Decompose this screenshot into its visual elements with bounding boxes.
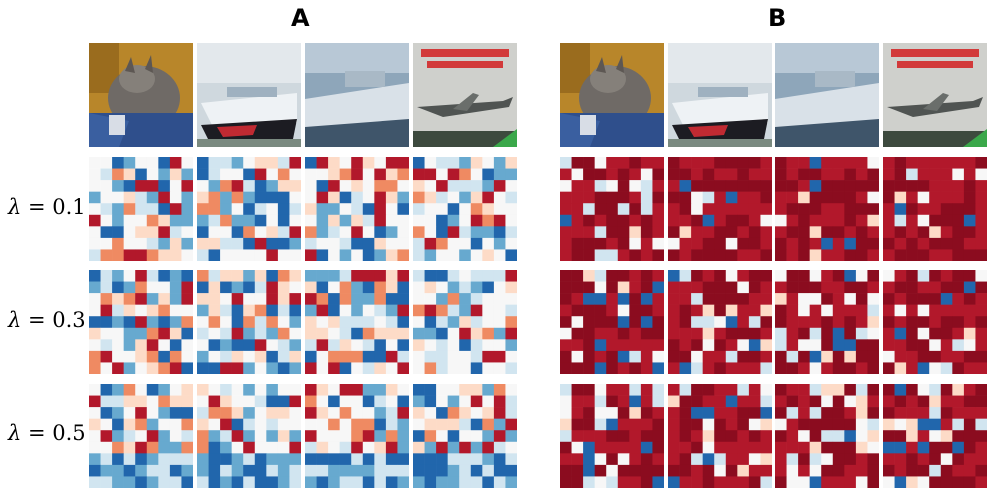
heatmap-b-r2-c4 bbox=[883, 270, 987, 374]
heatmap-a-r3-c1 bbox=[89, 384, 193, 488]
photo-ship-b bbox=[775, 43, 879, 147]
heatmap-b-r3-c3 bbox=[775, 384, 879, 488]
heatmap-a-r2-c4 bbox=[413, 270, 517, 374]
heatmap-a-r3-c3 bbox=[305, 384, 409, 488]
panel-a-title: A bbox=[291, 4, 310, 32]
heatmap-a-r2-c1 bbox=[89, 270, 193, 374]
heatmap-a-r3-c2 bbox=[197, 384, 301, 488]
heatmap-b-r2-c2 bbox=[668, 270, 772, 374]
heatmap-b-r3-c2 bbox=[668, 384, 772, 488]
photo-cat-b bbox=[560, 43, 664, 147]
heatmap-a-r1-c3 bbox=[305, 157, 409, 261]
heatmap-a-r1-c1 bbox=[89, 157, 193, 261]
lambda-symbol: λ bbox=[8, 195, 22, 219]
heatmap-b-r1-c4 bbox=[883, 157, 987, 261]
row-label-lambda-0.1: λ = 0.1 bbox=[8, 195, 86, 219]
photo-boat-b bbox=[668, 43, 772, 147]
photo-airplane-a bbox=[413, 43, 517, 147]
lambda-value: = 0.5 bbox=[28, 421, 86, 445]
heatmap-b-r2-c1 bbox=[560, 270, 664, 374]
photo-ship-a bbox=[305, 43, 409, 147]
heatmap-b-r1-c3 bbox=[775, 157, 879, 261]
heatmap-a-r1-c4 bbox=[413, 157, 517, 261]
heatmap-b-r2-c3 bbox=[775, 270, 879, 374]
lambda-symbol: λ bbox=[8, 421, 22, 445]
heatmap-b-r1-c2 bbox=[668, 157, 772, 261]
heatmap-a-r3-c4 bbox=[413, 384, 517, 488]
heatmap-a-r1-c2 bbox=[197, 157, 301, 261]
lambda-symbol: λ bbox=[8, 308, 22, 332]
heatmap-b-r3-c1 bbox=[560, 384, 664, 488]
heatmap-a-r2-c3 bbox=[305, 270, 409, 374]
photo-boat-a bbox=[197, 43, 301, 147]
lambda-value: = 0.3 bbox=[28, 308, 86, 332]
photo-airplane-b bbox=[883, 43, 987, 147]
heatmap-b-r3-c4 bbox=[883, 384, 987, 488]
lambda-value: = 0.1 bbox=[28, 195, 86, 219]
heatmap-a-r2-c2 bbox=[197, 270, 301, 374]
panel-b-title: B bbox=[768, 4, 787, 32]
heatmap-b-r1-c1 bbox=[560, 157, 664, 261]
photo-cat-a bbox=[89, 43, 193, 147]
row-label-lambda-0.3: λ = 0.3 bbox=[8, 308, 86, 332]
row-label-lambda-0.5: λ = 0.5 bbox=[8, 421, 86, 445]
